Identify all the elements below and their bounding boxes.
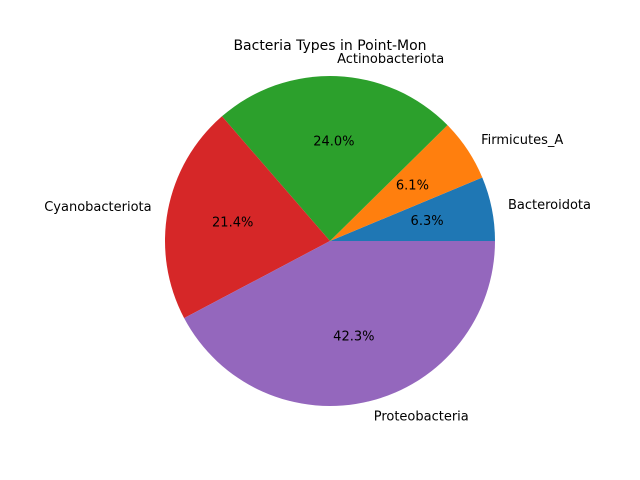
pie-value-label-cyanobacteriota: 21.4% bbox=[212, 215, 253, 230]
pie-slice-actinobacteriota bbox=[221, 76, 448, 241]
pie-slices bbox=[164, 76, 495, 407]
chart-title: Bacteria Types in Point-Mon bbox=[233, 38, 426, 54]
pie-slice-bacteroidota bbox=[330, 177, 495, 241]
pie-slice-proteobacteria bbox=[184, 241, 495, 407]
pie-slice-firmicutes-a bbox=[330, 125, 483, 241]
pie-value-label-proteobacteria: 42.3% bbox=[333, 330, 374, 345]
pie-category-label-cyanobacteriota: Cyanobacteriota bbox=[44, 200, 151, 215]
pie-category-label-bacteroidota: Bacteroidota bbox=[508, 198, 591, 213]
pie-value-label-actinobacteriota: 24.0% bbox=[313, 135, 354, 150]
pie-category-label-proteobacteria: Proteobacteria bbox=[374, 410, 469, 425]
pie-category-label-actinobacteriota: Actinobacteriota bbox=[337, 52, 444, 67]
pie-value-label-firmicutes-a: 6.1% bbox=[396, 179, 429, 194]
pie-value-label-bacteroidota: 6.3% bbox=[411, 214, 444, 229]
pie-category-label-firmicutes-a: Firmicutes_A bbox=[481, 133, 563, 148]
pie-slice-cyanobacteriota bbox=[164, 116, 330, 319]
pie-labels: 6.3% Bacteroidota 6.1% Firmicutes_A 24.0% Act… bbox=[44, 52, 591, 425]
